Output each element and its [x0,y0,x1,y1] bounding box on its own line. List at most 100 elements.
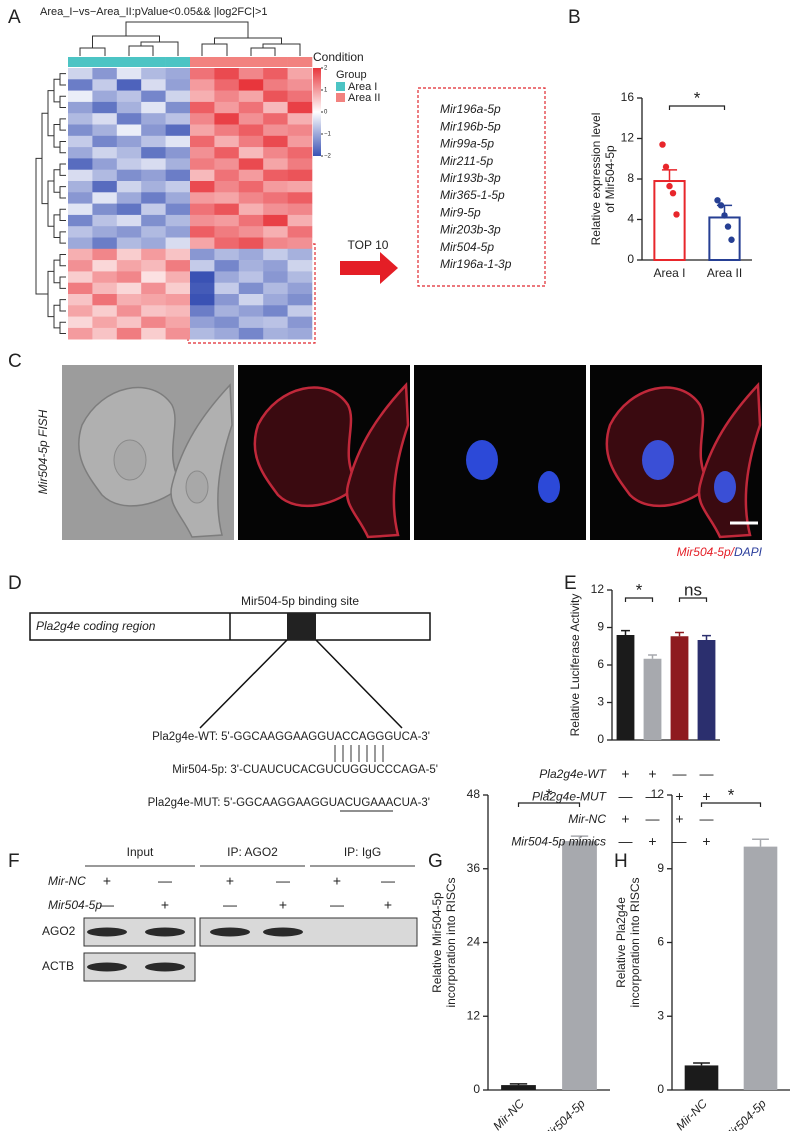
significance-label: ns [684,580,702,599]
heatmap-cell [190,192,215,204]
heatmap-cell [287,147,313,159]
heatmap-cell [238,327,264,340]
y-tick-label: 12 [467,1008,481,1022]
heatmap-cell [190,282,215,295]
heatmap-cell [68,327,93,340]
heatmap-cell [141,203,166,216]
heatmap-cell [141,124,166,137]
heatmap-cell [165,203,191,216]
heatmap-cell [68,169,93,182]
heatmap-cell [263,68,288,80]
heatmap-cell [68,158,93,170]
heatmap-cell [287,316,313,329]
blot-sign: — [276,873,290,889]
heatmap-cell [92,101,118,114]
heatmap-cell [287,226,313,238]
heatmap-cell [92,294,118,306]
heatmap-cell [92,305,118,317]
heatmap-cell [116,79,142,91]
panel-label: F [8,851,20,872]
blot-row-label: Mir504-5p [48,898,102,912]
band-label: AGO2 [42,924,76,938]
heatmap-cell [92,124,118,137]
heatmap-cell [68,305,93,317]
panel-label: G [428,851,443,872]
heatmap-cell [214,79,240,91]
bar [653,180,686,261]
panel-label: E [564,573,577,594]
mirna-item: Mir99a-5p [440,137,494,151]
heatmap-cell [238,113,264,125]
y-axis-label: of Mir504-5p [603,145,617,213]
heatmap-cell [165,248,191,261]
x-tick-label: Mir504-5p [721,1096,769,1131]
panel-label: B [568,7,581,28]
heatmap-cell [238,79,264,91]
heatmap-cell [190,147,215,159]
heatmap-cell [92,203,118,216]
significance-bracket [668,105,726,110]
bar [697,640,716,740]
condition-sign: — [700,811,714,827]
group-strip [68,57,93,67]
heatmap-cell [141,282,166,295]
heatmap-cell [92,260,118,272]
blot-sign: + [161,897,169,913]
heatmap-cell [287,169,313,182]
y-tick-label: 0 [657,1082,664,1096]
scale-tick-label: 2 [324,66,328,72]
heatmap-cell [214,294,240,306]
condition-sign: + [675,788,683,804]
blot-sign: — [223,897,237,913]
y-tick-label: 6 [657,935,664,949]
y-tick-label: 9 [657,861,664,875]
heatmap-cell [141,101,166,114]
heatmap-cell [238,181,264,193]
heatmap-cell [263,169,288,182]
heatmap-cell [141,305,166,317]
condition-sign: + [621,766,629,782]
heatmap-cell [68,101,93,114]
heatmap-cell [287,124,313,137]
heatmap-cell [238,169,264,182]
legend-label: Area II [348,92,380,104]
bar [708,216,741,262]
heatmap-cell [287,113,313,125]
heatmap-cell [92,147,118,159]
heatmap-cell [116,169,142,182]
error-bar [621,629,630,635]
heatmap-cell [68,135,93,148]
mirna-item: Mir196a-1-3p [440,257,512,271]
data-point [721,212,728,219]
heatmap-cell [263,124,288,137]
heatmap-cell [68,237,93,250]
mirna-item: Mir211-5p [440,154,493,168]
heatmap-cell [141,237,166,250]
heatmap-cell [263,181,288,193]
heatmap-cell [238,248,264,261]
error-bar [648,654,657,659]
heatmap-cell [214,101,240,114]
heatmap-cell [287,214,313,227]
heatmap-cell [68,124,93,137]
y-axis-label: Relative Mir504-5p [430,892,444,993]
group-strip [287,57,313,67]
color-scale [313,68,321,156]
heatmap-cell [141,181,166,193]
arrow-label: TOP 10 [348,238,389,252]
condition-sign: — [619,833,633,849]
heatmap-cell [165,237,191,250]
heatmap-cell [92,327,118,340]
significance-label: * [546,785,553,804]
heatmap-cell [263,294,288,306]
heatmap-cell [165,68,191,80]
y-tick-label: 3 [657,1008,664,1022]
site-label: Mir504-5p binding site [241,594,359,608]
heatmap-cell [165,135,191,148]
heatmap-cell [68,68,93,80]
heatmap-cell [287,260,313,272]
heatmap-cell [263,260,288,272]
significance-bracket [678,597,708,602]
